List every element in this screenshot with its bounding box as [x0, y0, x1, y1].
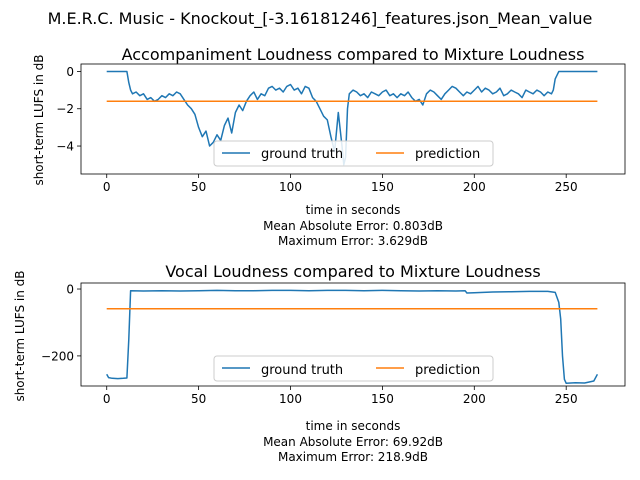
chart-title: Accompaniment Loudness compared to Mixtu…: [122, 45, 585, 64]
y-tick-label: 0: [66, 283, 74, 297]
series-line-ground-truth: [106, 289, 599, 385]
legend-box: [213, 355, 494, 382]
x-tick-label: 0: [103, 392, 111, 406]
legend: ground truth prediction: [213, 140, 494, 167]
y-tick-label: 0: [66, 65, 74, 79]
x-tick-label: 250: [555, 392, 578, 406]
x-tick-label: 200: [463, 392, 486, 406]
legend-label-ground-truth: ground truth: [261, 147, 343, 162]
y-axis-label: short-term LUFS in dB: [32, 54, 46, 185]
legend-label-ground-truth: ground truth: [261, 363, 343, 378]
metric-mean-error: Mean Absolute Error: 69.92dB: [263, 435, 443, 449]
x-axis-label: time in seconds: [306, 203, 401, 217]
x-tick-label: 50: [191, 392, 206, 406]
y-ticks: 0 −2 −4: [56, 65, 81, 154]
metric-mean-error: Mean Absolute Error: 0.803dB: [263, 219, 443, 233]
y-tick-label: −200: [41, 349, 74, 363]
metric-max-error: Maximum Error: 218.9dB: [278, 450, 428, 464]
plot-frame: [80, 63, 626, 175]
legend-label-prediction: prediction: [415, 147, 480, 162]
x-ticks: 0 50 100 150 200 250: [103, 174, 578, 194]
legend-box: [213, 140, 494, 167]
metric-max-error: Maximum Error: 3.629dB: [278, 234, 428, 248]
legend: ground truth prediction: [213, 355, 494, 382]
y-ticks: 0 −200: [41, 283, 81, 363]
chart-title: Vocal Loudness compared to Mixture Loudn…: [165, 262, 540, 281]
x-tick-label: 100: [279, 392, 302, 406]
x-tick-label: 100: [279, 180, 302, 194]
x-tick-label: 200: [463, 180, 486, 194]
x-tick-label: 150: [371, 180, 394, 194]
x-tick-label: 150: [371, 392, 394, 406]
y-axis-label: short-term LUFS in dB: [13, 270, 27, 401]
x-ticks: 0 50 100 150 200 250: [103, 386, 578, 406]
plot-frame: [80, 282, 626, 387]
plot-lines: [106, 289, 599, 385]
legend-label-prediction: prediction: [415, 363, 480, 378]
subplot-vocal: Vocal Loudness compared to Mixture Loudn…: [13, 262, 626, 464]
figure-suptitle: M.E.R.C. Music - Knockout_[-3.16181246]_…: [48, 9, 593, 29]
y-tick-label: −2: [56, 102, 74, 116]
y-tick-label: −4: [56, 140, 74, 154]
x-tick-label: 250: [555, 180, 578, 194]
x-tick-label: 0: [103, 180, 111, 194]
subplot-accompaniment: Accompaniment Loudness compared to Mixtu…: [32, 45, 626, 248]
x-tick-label: 50: [191, 180, 206, 194]
x-axis-label: time in seconds: [306, 419, 401, 433]
